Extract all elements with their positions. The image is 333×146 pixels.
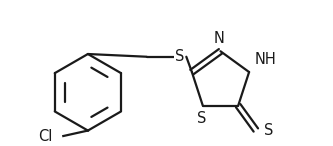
Text: N: N	[214, 31, 224, 46]
Text: S: S	[175, 49, 184, 64]
Text: NH: NH	[254, 52, 276, 67]
Text: S: S	[197, 111, 206, 126]
Text: Cl: Cl	[38, 128, 52, 144]
Text: S: S	[264, 122, 273, 138]
